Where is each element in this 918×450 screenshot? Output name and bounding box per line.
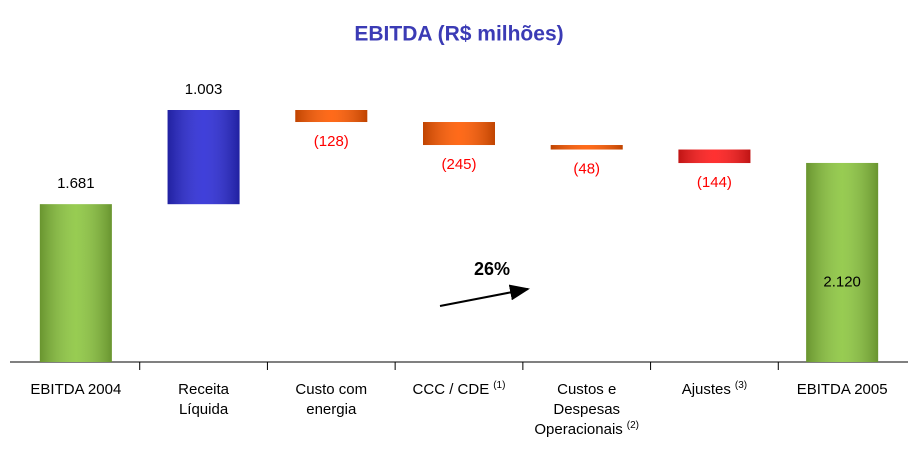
x-tick-label-line: Custo com xyxy=(295,381,367,398)
x-tick-label-line: Custos e xyxy=(557,381,616,398)
bar-shade xyxy=(678,149,751,164)
x-tick-label-line: energia xyxy=(306,401,357,418)
x-tick-label: Custo com energia xyxy=(295,381,367,418)
bar-shade xyxy=(295,110,368,123)
bar-shade xyxy=(39,204,112,362)
x-tick-label: CCC / CDE (1) xyxy=(413,380,506,398)
x-tick-label-line: Despesas xyxy=(553,401,620,418)
category-note: (2) xyxy=(627,420,639,431)
value-label: (245) xyxy=(441,156,476,173)
x-tick-label-line: EBITDA 2004 xyxy=(30,381,121,398)
x-tick-label-line: Receita xyxy=(178,381,230,398)
bar-shade xyxy=(423,122,495,146)
bar-shade xyxy=(806,162,879,362)
x-tick-label-line: EBITDA 2005 xyxy=(797,381,888,398)
x-tick-label: Receita Líquida xyxy=(178,381,230,418)
bar-shade xyxy=(550,145,623,150)
x-tick-label-line: Operacionais xyxy=(534,421,622,438)
x-tick-label-line: Líquida xyxy=(179,401,229,418)
value-label: (48) xyxy=(573,160,600,177)
value-label: (144) xyxy=(697,174,732,191)
value-label: (128) xyxy=(314,133,349,150)
x-tick-label: EBITDA 2004 xyxy=(30,381,121,398)
x-tick-label: EBITDA 2005 xyxy=(797,381,888,398)
x-tick-label: Custos e Despesas Operacionais (2) xyxy=(534,381,639,438)
growth-arrow xyxy=(439,284,530,307)
value-label: 1.681 xyxy=(57,175,95,192)
chart-title: EBITDA (R$ milhões) xyxy=(354,23,563,46)
growth-annotation: 26% xyxy=(474,259,510,279)
value-label: 1.003 xyxy=(185,81,223,98)
category-note: (3) xyxy=(735,380,747,391)
x-tick-label-line: Ajustes xyxy=(682,381,731,398)
x-tick-label-line: CCC / CDE xyxy=(413,381,490,398)
bar-shade xyxy=(167,110,240,205)
value-label: 2.120 xyxy=(823,273,861,290)
x-tick-label: Ajustes (3) xyxy=(682,380,747,398)
category-note: (1) xyxy=(493,380,505,391)
